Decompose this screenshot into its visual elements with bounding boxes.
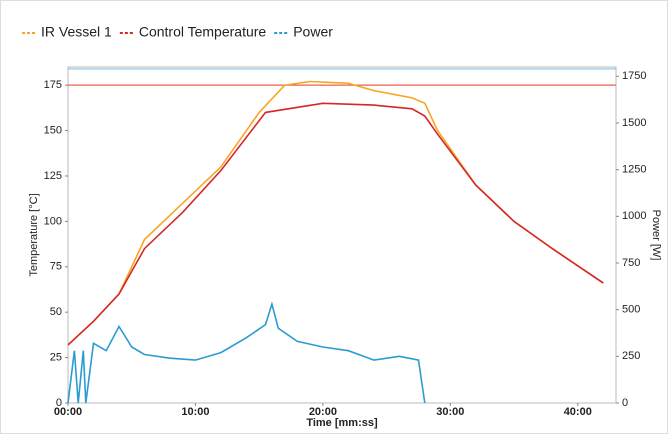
series-line	[67, 102, 604, 346]
x-tick-label: 30:00	[436, 406, 464, 418]
y2-tick-label: 1000	[622, 210, 646, 222]
x-tick-label: 40:00	[564, 406, 592, 418]
series-line	[67, 301, 426, 404]
y-tick-label: 75	[50, 261, 62, 273]
y2-tick-label: 1750	[622, 70, 646, 82]
y2-tick-label: 1500	[622, 117, 646, 129]
x-tick-label: 20:00	[309, 406, 337, 418]
y-tick-label: 50	[50, 306, 62, 318]
y2-tick-label: 250	[622, 350, 640, 362]
y2-tick-label: 750	[622, 257, 640, 269]
legend-label: Power	[293, 24, 333, 40]
plot-frame	[67, 66, 617, 404]
x-tick-label: 10:00	[181, 406, 209, 418]
y-tick-label: 0	[56, 397, 62, 409]
y2-tick-label: 1250	[622, 164, 646, 176]
y-tick-label: 175	[44, 79, 62, 91]
y-tick-label: 125	[44, 170, 62, 182]
x-tick-label: 00:00	[54, 406, 82, 418]
legend-label: Control Temperature	[139, 24, 267, 40]
x-axis-label: Time [mm:ss]	[306, 417, 378, 429]
y2-tick-label: 0	[622, 397, 628, 409]
y-tick-label: 150	[44, 124, 62, 136]
y2-tick-label: 500	[622, 304, 640, 316]
y-axis-label: Temperature [°C]	[28, 193, 40, 276]
legend-label: IR Vessel 1	[41, 24, 112, 40]
y-tick-label: 100	[44, 215, 62, 227]
y2-axis-label: Power [W]	[650, 210, 662, 261]
y-tick-label: 25	[50, 352, 62, 364]
